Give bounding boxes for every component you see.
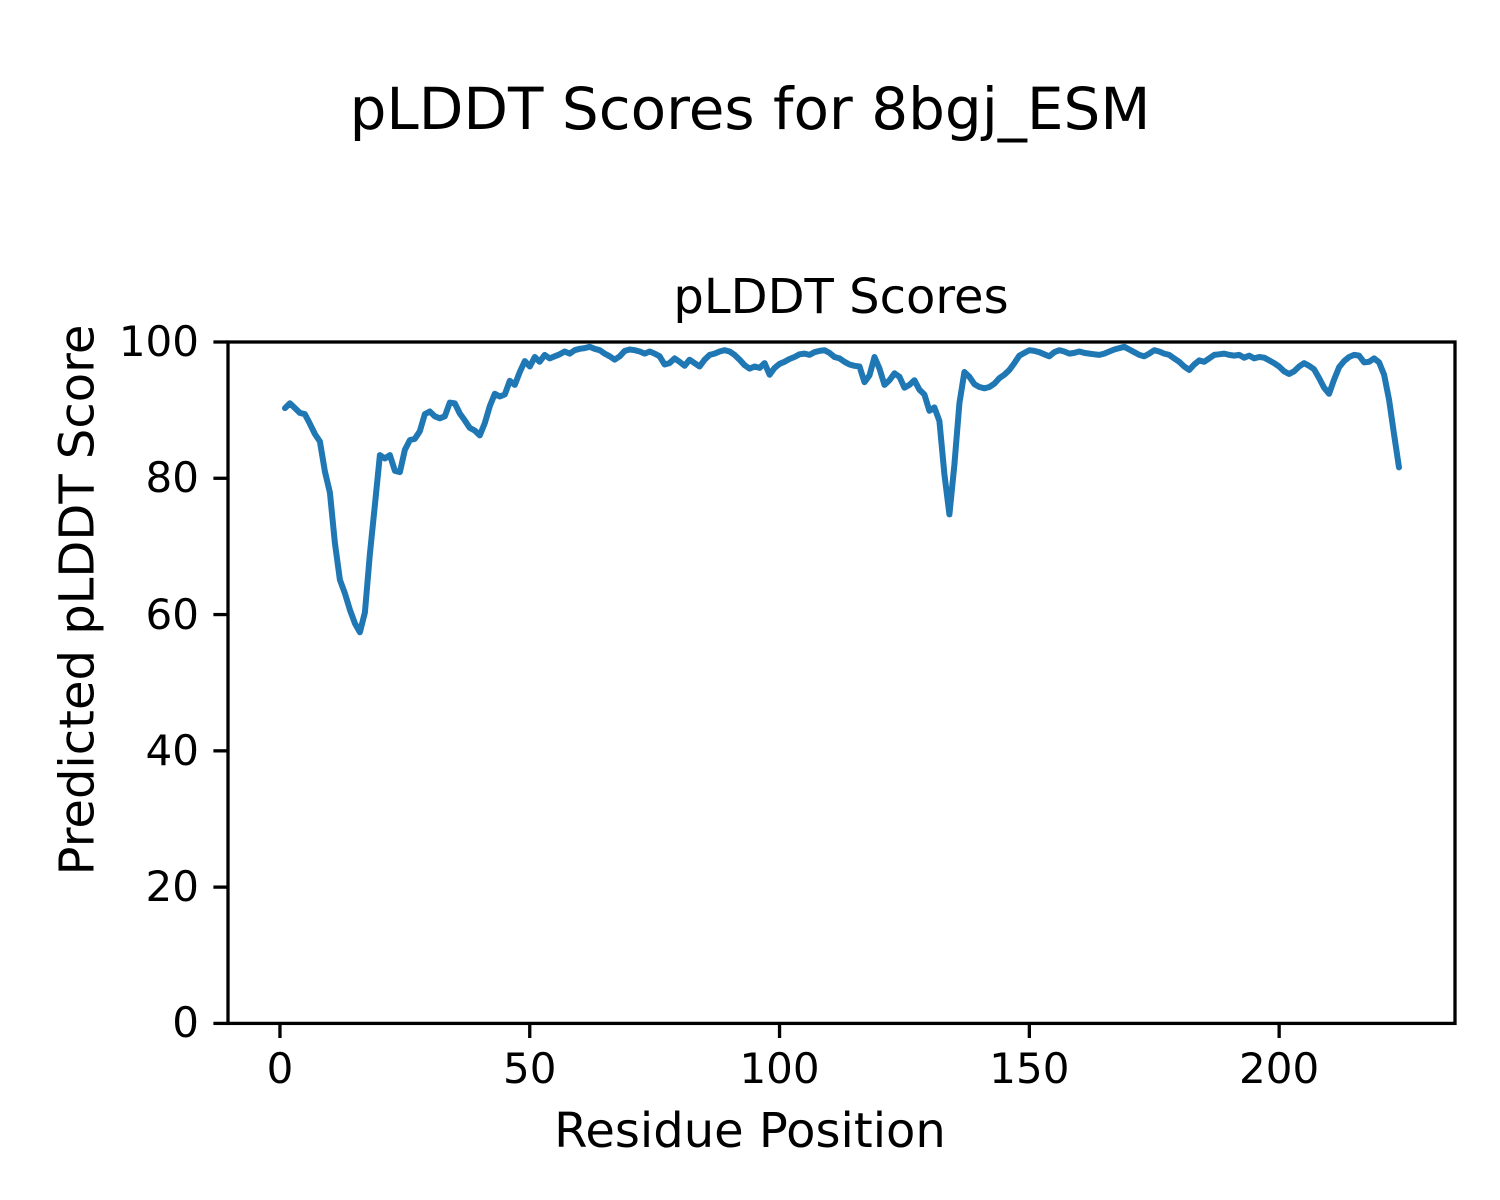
x-tick-label: 150 — [989, 1044, 1070, 1093]
y-tick-label: 80 — [145, 453, 199, 503]
x-axis-label: Residue Position — [554, 1103, 946, 1159]
x-tick-label: 50 — [503, 1044, 557, 1093]
x-tick-label: 100 — [739, 1044, 820, 1093]
y-tick-label: 60 — [145, 589, 199, 639]
axes-title: pLDDT Scores — [673, 269, 1009, 325]
plddt-line — [282, 343, 1402, 636]
y-tick-label: 40 — [145, 725, 199, 775]
y-tick-label: 0 — [172, 998, 199, 1048]
axes-frame — [226, 340, 1457, 1026]
y-tick-label: 20 — [145, 862, 199, 912]
x-tick-label: 0 — [266, 1044, 294, 1093]
x-tick-label: 200 — [1239, 1044, 1320, 1093]
y-tick-label: 100 — [118, 317, 199, 366]
figure-suptitle: pLDDT Scores for 8bgj_ESM — [349, 75, 1151, 143]
